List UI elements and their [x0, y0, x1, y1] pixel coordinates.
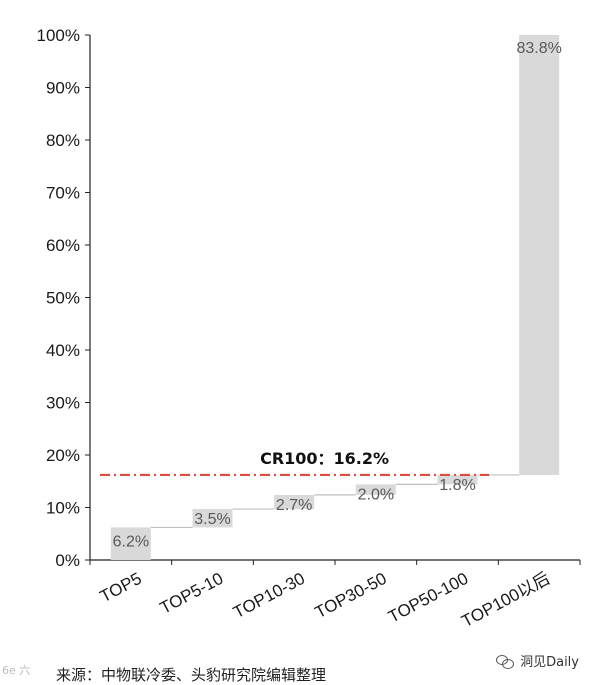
- y-tick-label: 40%: [46, 341, 80, 360]
- data-label: 6.2%: [113, 533, 149, 550]
- bar: [110, 527, 151, 560]
- data-label: 1.8%: [439, 477, 475, 494]
- x-category-label: TOP30-50: [312, 569, 390, 622]
- watermark-text: 洞见Daily: [520, 655, 579, 670]
- bar: [192, 509, 233, 528]
- bar: [355, 484, 396, 495]
- y-tick-label: 30%: [46, 394, 80, 413]
- bar: [274, 494, 315, 510]
- corner-watermark: 6e 六: [2, 664, 31, 677]
- reference-line-label: CR100：16.2%: [260, 449, 389, 468]
- y-tick-label: 60%: [46, 236, 80, 255]
- y-tick-label: 10%: [46, 499, 80, 518]
- y-tick-label: 0%: [55, 551, 80, 570]
- y-tick-label: 80%: [46, 131, 80, 150]
- wechat-watermark: 洞见Daily: [496, 651, 579, 670]
- source-note: 来源：中物联冷委、头豹研究院编辑整理: [56, 666, 327, 684]
- bar: [519, 35, 560, 475]
- data-label: 2.0%: [358, 486, 394, 503]
- x-category-label: TOP10-30: [230, 569, 308, 622]
- y-tick-label: 70%: [46, 184, 80, 203]
- data-label: 83.8%: [516, 40, 561, 57]
- y-tick-label: 50%: [46, 289, 80, 308]
- x-category-label: TOP5: [97, 569, 145, 606]
- waterfall-chart: 0% 10% 20% 30% 40% 50% 60% 70% 80% 90% 100% CR100：1…: [37, 26, 581, 631]
- x-category-label: TOP100以后: [458, 569, 553, 631]
- bar: [437, 474, 478, 485]
- y-tick-label: 90%: [46, 79, 80, 98]
- data-label: 3.5%: [194, 511, 230, 528]
- y-tick-label: 20%: [46, 446, 80, 465]
- x-category-label: TOP5-10: [157, 569, 227, 618]
- wechat-icon: [496, 654, 515, 669]
- x-category-label: TOP50-100: [385, 569, 471, 627]
- data-label: 2.7%: [276, 497, 312, 514]
- y-tick-label: 100%: [37, 26, 80, 45]
